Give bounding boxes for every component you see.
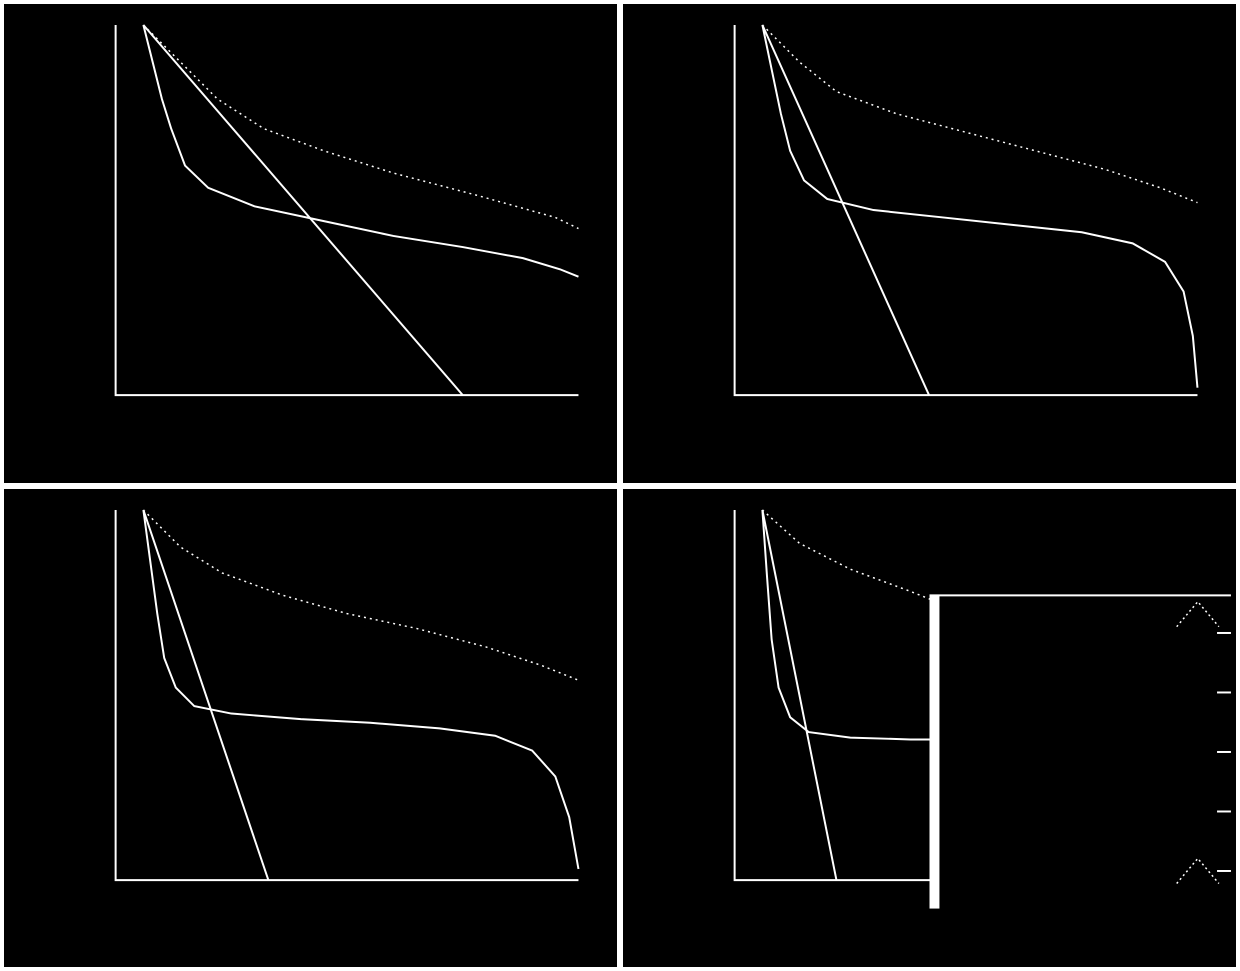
panel-bottom-left	[4, 489, 617, 968]
plot-top-left	[6, 6, 615, 481]
plot-top-right	[625, 6, 1234, 481]
figure-grid	[0, 0, 1240, 971]
panel-top-right	[623, 4, 1236, 483]
plot-bottom-right	[625, 491, 1234, 966]
panel-top-left	[4, 4, 617, 483]
plot-bottom-left	[6, 491, 615, 966]
panel-bottom-right	[623, 489, 1236, 968]
